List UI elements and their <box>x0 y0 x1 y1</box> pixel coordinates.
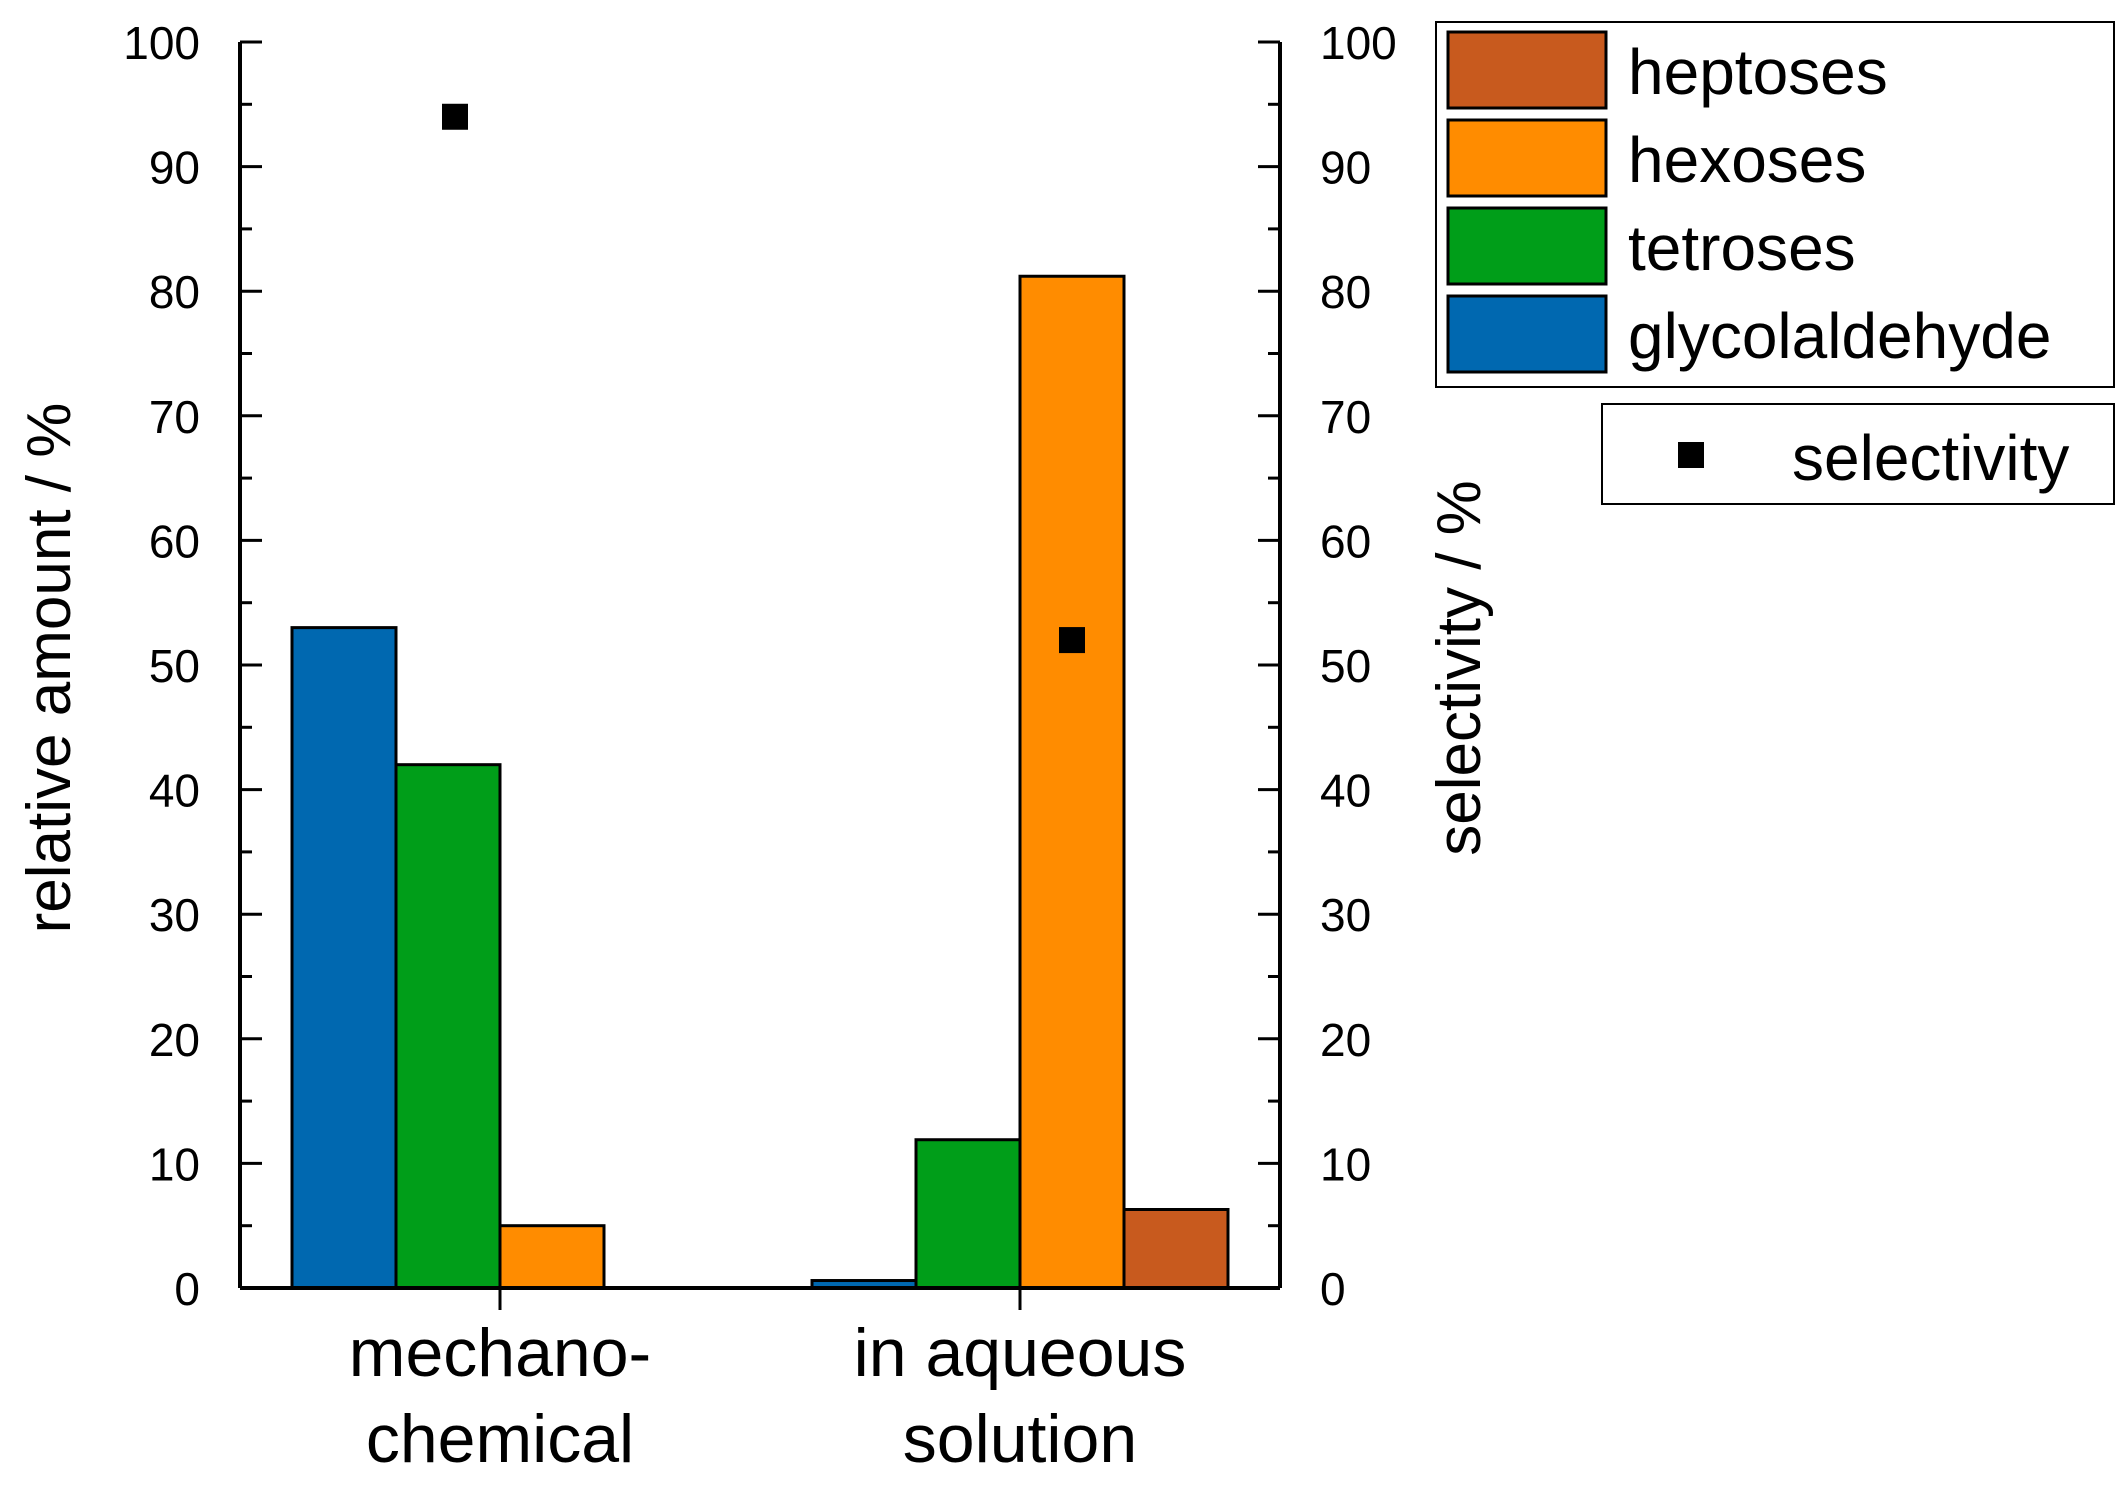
legend-swatch-heptoses <box>1446 30 1608 110</box>
y-tick-label-left: 80 <box>149 266 200 318</box>
legend-bars-frame <box>1435 21 2115 388</box>
y-tick-label-left: 60 <box>149 515 200 567</box>
legend-bars: heptoses hexoses tetroses glycolaldehyde <box>1435 21 2115 388</box>
y-tick-label-left: 50 <box>149 640 200 692</box>
axes-layer: 0 0 10 10 20 20 30 30 40 40 50 50 60 60 70 70 80 80 90 90 10… <box>123 17 1397 1477</box>
y-axis-title-right: selectivity / % <box>1425 480 1494 856</box>
legend-swatch-tetroses <box>1446 206 1608 286</box>
bar-heptoses-1 <box>1122 1208 1230 1290</box>
y-tick-label-left: 90 <box>149 142 200 194</box>
y-tick-label-right: 40 <box>1320 765 1371 817</box>
y-tick-label-left: 30 <box>149 889 200 941</box>
y-tick-label-right: 50 <box>1320 640 1371 692</box>
legend-label-glycolaldehyde: glycolaldehyde <box>1628 300 2051 372</box>
bar-glycolaldehyde-0 <box>290 626 398 1290</box>
x-category-label: chemical <box>366 1401 634 1477</box>
y-tick-label-left: 70 <box>149 391 200 443</box>
y-tick-label-left: 10 <box>149 1138 200 1190</box>
y-tick-label-right: 10 <box>1320 1138 1371 1190</box>
legend-swatch-hexoses <box>1446 118 1608 198</box>
y-tick-label-left: 20 <box>149 1014 200 1066</box>
legend-label-selectivity: selectivity <box>1792 422 2069 494</box>
y-tick-label-left: 100 <box>123 17 200 69</box>
y-tick-label-right: 30 <box>1320 889 1371 941</box>
legend-label-heptoses: heptoses <box>1628 36 1888 108</box>
y-tick-label-right: 0 <box>1320 1263 1346 1315</box>
y-tick-label-right: 20 <box>1320 1014 1371 1066</box>
legend-swatch-selectivity <box>1678 442 1704 468</box>
bar-hexoses-1 <box>1018 274 1126 1290</box>
y-tick-label-left: 0 <box>174 1263 200 1315</box>
y-axis-title-left: relative amount / % <box>15 403 84 934</box>
points-layer <box>442 103 1085 654</box>
y-tick-label-right: 70 <box>1320 391 1371 443</box>
x-category-label: in aqueous <box>854 1315 1187 1391</box>
y-tick-label-right: 90 <box>1320 142 1371 194</box>
x-category-label: mechano- <box>349 1315 651 1391</box>
y-tick-label-right: 60 <box>1320 515 1371 567</box>
point-selectivity-0 <box>442 103 468 130</box>
bars-layer <box>290 274 1230 1290</box>
bar-tetroses-0 <box>394 763 502 1290</box>
legend-scatter-frame <box>1601 403 2115 505</box>
bar-tetroses-1 <box>914 1138 1022 1290</box>
y-tick-label-right: 80 <box>1320 266 1371 318</box>
legend-scatter: selectivity <box>1601 403 2115 505</box>
y-tick-label-right: 100 <box>1320 17 1397 69</box>
legend-swatch-glycolaldehyde <box>1446 294 1608 374</box>
point-selectivity-1 <box>1059 627 1085 654</box>
legend-label-tetroses: tetroses <box>1628 212 1856 284</box>
y-tick-label-left: 40 <box>149 765 200 817</box>
x-category-label: solution <box>903 1401 1137 1477</box>
bar-hexoses-0 <box>498 1224 606 1290</box>
legend-label-hexoses: hexoses <box>1628 124 1866 196</box>
